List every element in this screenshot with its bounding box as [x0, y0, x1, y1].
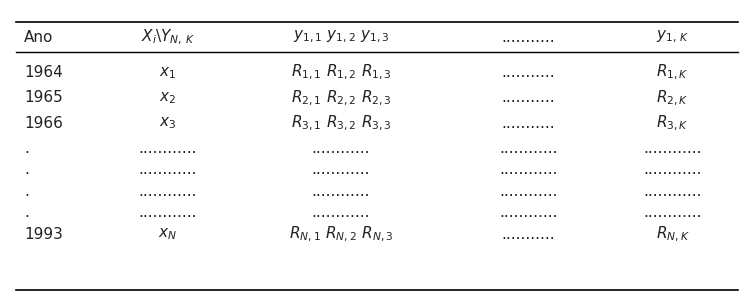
Text: $R_{2,1}\ R_{2,2}\ R_{2,3}$: $R_{2,1}\ R_{2,2}\ R_{2,3}$ — [290, 88, 391, 108]
Text: $R_{1,K}$: $R_{1,K}$ — [657, 63, 689, 83]
Text: ............: ............ — [499, 205, 558, 220]
Text: ............: ............ — [311, 141, 370, 156]
Text: $x_N$: $x_N$ — [158, 226, 177, 242]
Text: $y_{1,\, K}$: $y_{1,\, K}$ — [656, 29, 689, 45]
Text: ...........: ........... — [501, 226, 555, 242]
Text: ............: ............ — [139, 141, 197, 156]
Text: ............: ............ — [499, 162, 558, 177]
Text: ............: ............ — [643, 184, 702, 199]
Text: ............: ............ — [139, 205, 197, 220]
Text: $R_{2,K}$: $R_{2,K}$ — [657, 88, 689, 108]
Text: ............: ............ — [499, 184, 558, 199]
Text: $R_{N,1}\ R_{N,2}\ R_{N,3}$: $R_{N,1}\ R_{N,2}\ R_{N,3}$ — [289, 224, 393, 244]
Text: ...........: ........... — [501, 116, 555, 131]
Text: ...........: ........... — [501, 65, 555, 80]
Text: ............: ............ — [139, 184, 197, 199]
Text: $R_{3,K}$: $R_{3,K}$ — [657, 114, 689, 133]
Text: $R_{N,K}$: $R_{N,K}$ — [656, 224, 690, 244]
Text: 1966: 1966 — [24, 116, 63, 131]
Text: ............: ............ — [643, 205, 702, 220]
Text: $R_{1,1}\ R_{1,2}\ R_{1,3}$: $R_{1,1}\ R_{1,2}\ R_{1,3}$ — [290, 63, 391, 83]
Text: $y_{1,1}\ y_{1,2}\ y_{1,3}$: $y_{1,1}\ y_{1,2}\ y_{1,3}$ — [293, 29, 389, 45]
Text: $X_i\backslash Y_{N,\, K}$: $X_i\backslash Y_{N,\, K}$ — [141, 27, 195, 47]
Text: ............: ............ — [311, 162, 370, 177]
Text: .: . — [24, 184, 29, 199]
Text: $x_3$: $x_3$ — [159, 116, 176, 131]
Text: ............: ............ — [139, 162, 197, 177]
Text: $x_1$: $x_1$ — [159, 65, 176, 81]
Text: Ano: Ano — [24, 30, 54, 45]
Text: 1993: 1993 — [24, 226, 63, 242]
Text: .: . — [24, 205, 29, 220]
Text: ...........: ........... — [501, 91, 555, 106]
Text: .: . — [24, 141, 29, 156]
Text: ............: ............ — [499, 141, 558, 156]
Text: ............: ............ — [311, 205, 370, 220]
Text: 1964: 1964 — [24, 65, 63, 80]
Text: $R_{3,1}\ R_{3,2}\ R_{3,3}$: $R_{3,1}\ R_{3,2}\ R_{3,3}$ — [290, 114, 391, 133]
Text: .: . — [24, 162, 29, 177]
Text: ...........: ........... — [501, 30, 555, 45]
Text: ............: ............ — [643, 162, 702, 177]
Text: ............: ............ — [311, 184, 370, 199]
Text: ............: ............ — [643, 141, 702, 156]
Text: 1965: 1965 — [24, 91, 63, 106]
Text: $x_2$: $x_2$ — [159, 90, 176, 106]
